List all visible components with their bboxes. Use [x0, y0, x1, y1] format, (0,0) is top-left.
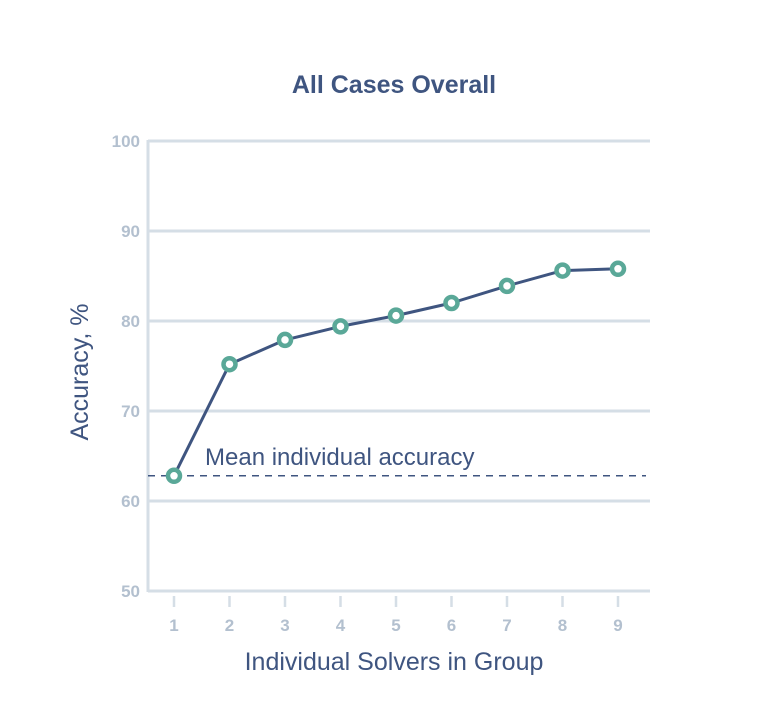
data-point: [276, 331, 294, 349]
data-point: [498, 277, 516, 295]
y-tick-label: 70: [121, 402, 140, 421]
data-point: [221, 355, 238, 373]
y-tick-label: 80: [121, 312, 140, 331]
y-tick-label: 50: [121, 582, 140, 601]
data-point: [554, 262, 571, 279]
x-tick-label: 2: [225, 616, 234, 635]
chart-title: All Cases Overall: [292, 71, 496, 99]
y-axis-label: Accuracy, %: [66, 303, 94, 440]
data-point: [609, 260, 627, 278]
x-tick-label: 3: [280, 616, 289, 635]
reference-line-label: Mean individual accuracy: [205, 444, 474, 471]
y-axis-ticks: 50 60 70 80 90 100: [112, 132, 140, 601]
data-point-markers: [165, 260, 627, 485]
x-tick-label: 8: [558, 616, 567, 635]
y-tick-label: 100: [112, 132, 140, 151]
x-axis-ticks: 1 2 3 4 5 6 7 8 9: [169, 596, 623, 635]
y-tick-label: 60: [121, 492, 140, 511]
x-tick-label: 5: [391, 616, 400, 635]
data-point: [443, 294, 460, 312]
data-point: [332, 318, 349, 335]
x-tick-label: 7: [502, 616, 511, 635]
y-tick-label: 90: [121, 222, 140, 241]
data-point: [387, 307, 405, 324]
x-tick-label: 4: [336, 616, 346, 635]
x-tick-label: 9: [613, 616, 622, 635]
x-tick-label: 1: [169, 616, 178, 635]
data-point: [165, 467, 183, 485]
x-tick-label: 6: [447, 616, 456, 635]
x-axis-label: Individual Solvers in Group: [245, 648, 544, 676]
